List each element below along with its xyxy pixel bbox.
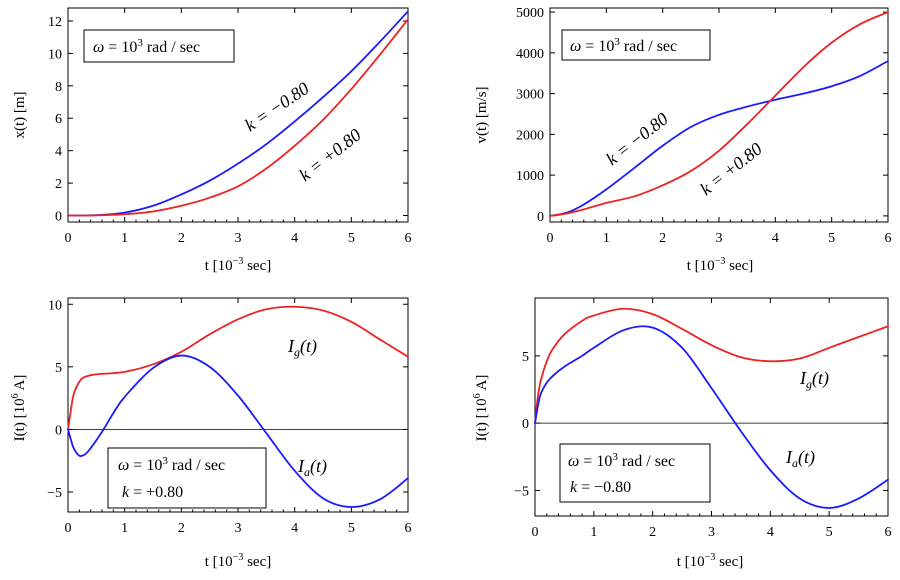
curve-label-Ia: Ia(t) (297, 456, 327, 479)
curve-label-k-plus: k = +0.80 (295, 125, 365, 186)
axes: 0 1 2 3 4 5 6 −5 0 5 10 (47, 298, 412, 536)
omega-label: ω = 103 rad / sec (568, 451, 675, 470)
series-line-red (549, 11, 889, 217)
series-line-red (67, 18, 409, 217)
x-tick-label: 0 (532, 525, 539, 540)
param-box: ω = 103 rad / sec (561, 29, 711, 61)
x-tick-label: 2 (178, 521, 185, 536)
x-axis-label: t [10−3 sec] (687, 256, 753, 274)
y-tick-label: 0 (537, 210, 544, 225)
k-value-label: k = +0.80 (122, 484, 183, 501)
x-tick-label: 2 (659, 231, 666, 246)
y-axis-label: I(t) [106 A] (10, 375, 28, 442)
curve-label-k-plus: k = +0.80 (696, 139, 766, 200)
axes: 0 1 2 3 4 5 6 0 1000 2000 3000 4000 5000 (516, 6, 892, 246)
y-tick-label: 5000 (516, 6, 544, 21)
x-tick-label: 3 (235, 231, 242, 246)
x-tick-label: 6 (885, 231, 892, 246)
x-tick-label: 4 (772, 231, 779, 246)
series-line-blue (549, 60, 889, 217)
series-line-red (67, 305, 409, 431)
panel-current-k-minus: 0 1 2 3 4 5 6 −5 0 5 I(t) [106 A] t [10−3 sec] ω … (472, 297, 892, 570)
x-axis-label: t [10−3 sec] (677, 552, 743, 570)
x-tick-label: 2 (178, 231, 185, 246)
curves (534, 307, 889, 509)
y-tick-label: 4000 (516, 47, 544, 62)
k-value-label: k = −0.80 (570, 479, 631, 496)
y-tick-label: 10 (48, 47, 62, 62)
y-tick-label: 5 (55, 361, 62, 376)
y-tick-label: −5 (514, 484, 529, 499)
x-tick-label: 4 (767, 525, 774, 540)
x-tick-label: 6 (405, 521, 412, 536)
x-tick-label: 6 (405, 231, 412, 246)
axes: 0 1 2 3 4 5 6 −5 0 5 (514, 298, 892, 540)
y-axis-label: I(t) [106 A] (472, 375, 490, 442)
x-tick-label: 5 (348, 231, 355, 246)
curve-label-Ig: Ig(t) (287, 336, 317, 359)
param-box: ω = 103 rad / sec k = +0.80 (107, 447, 267, 509)
y-tick-label: 1000 (516, 169, 544, 184)
curve-label-Ig: Ig(t) (799, 368, 829, 391)
x-tick-label: 4 (291, 521, 298, 536)
x-tick-label: 6 (885, 525, 892, 540)
x-tick-label: 5 (826, 525, 833, 540)
y-tick-label: 3000 (516, 88, 544, 103)
curves (67, 305, 409, 508)
curve-label-k-minus: k = −0.80 (602, 109, 672, 170)
y-tick-label: −5 (47, 486, 62, 501)
param-box: ω = 103 rad / sec (83, 29, 235, 63)
x-tick-label: 4 (291, 231, 298, 246)
x-tick-label: 1 (121, 231, 128, 246)
x-tick-label: 5 (348, 521, 355, 536)
param-box: ω = 103 rad / sec k = −0.80 (559, 443, 711, 503)
y-tick-label: 4 (55, 145, 62, 160)
x-tick-label: 3 (708, 525, 715, 540)
omega-label: ω = 103 rad / sec (118, 455, 225, 474)
omega-label: ω = 103 rad / sec (570, 36, 677, 55)
curve-label-Ia: Ia(t) (785, 447, 815, 470)
x-axis-label: t [10−3 sec] (205, 256, 271, 274)
y-tick-label: 12 (48, 15, 62, 30)
y-tick-label: 0 (55, 423, 62, 438)
y-tick-label: 6 (55, 112, 62, 127)
series-line-blue (534, 325, 889, 509)
y-tick-label: 0 (522, 417, 529, 432)
x-tick-label: 1 (121, 521, 128, 536)
curves (67, 10, 409, 217)
x-tick-label: 0 (65, 231, 72, 246)
y-axis-label: v(t) [m/s] (474, 86, 490, 143)
x-tick-label: 1 (603, 231, 610, 246)
x-tick-label: 0 (65, 521, 72, 536)
y-tick-label: 2 (55, 177, 62, 192)
x-tick-label: 2 (649, 525, 656, 540)
y-tick-label: 5 (522, 350, 529, 365)
x-tick-label: 5 (828, 231, 835, 246)
series-line-blue (67, 354, 409, 508)
y-axis-label: x(t) [m] (12, 91, 28, 138)
x-tick-label: 3 (235, 521, 242, 536)
series-line-red (534, 307, 889, 425)
omega-label: ω = 103 rad / sec (93, 37, 200, 56)
x-tick-label: 0 (547, 231, 554, 246)
y-tick-label: 0 (55, 210, 62, 225)
y-tick-label: 2000 (516, 128, 544, 143)
x-tick-label: 1 (590, 525, 597, 540)
series-line-blue (67, 10, 409, 217)
curves (549, 11, 889, 217)
curve-label-k-minus: k = −0.80 (241, 78, 313, 135)
x-tick-label: 3 (716, 231, 723, 246)
x-axis-label: t [10−3 sec] (205, 552, 271, 570)
y-tick-label: 10 (48, 298, 62, 313)
y-tick-label: 8 (55, 80, 62, 95)
